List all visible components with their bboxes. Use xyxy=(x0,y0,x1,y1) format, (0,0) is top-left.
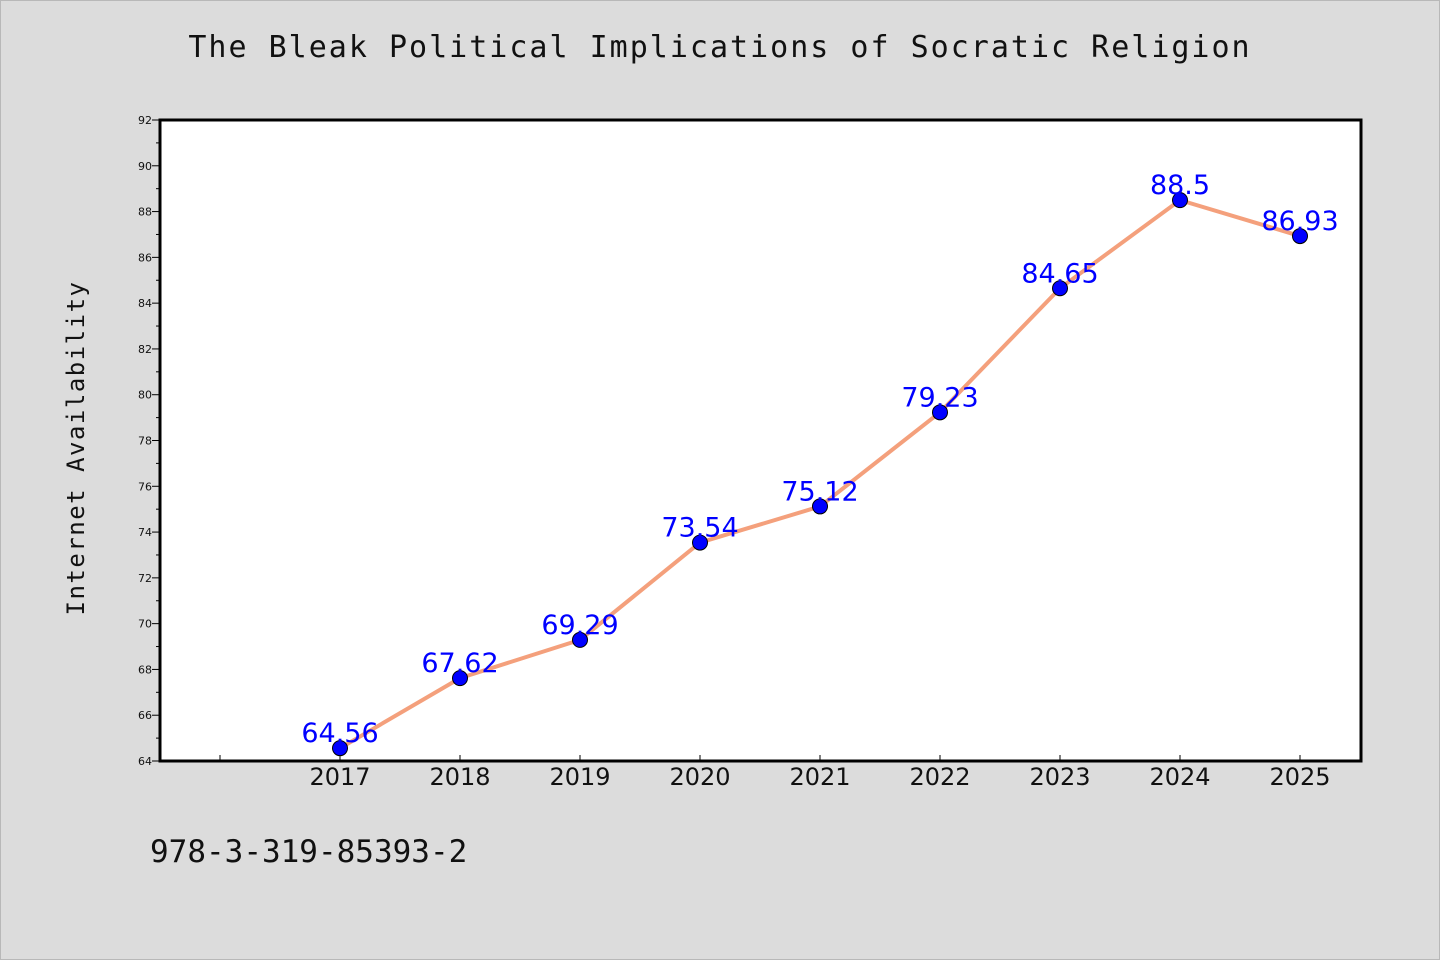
y-tick-label: 66 xyxy=(138,709,152,722)
y-tick-label: 72 xyxy=(138,572,152,585)
y-tick-label: 90 xyxy=(138,160,152,173)
data-labels-group: 64.56 67.62 69.29 73.54 75.12 79.23 84.65 88.5 8… xyxy=(301,170,1338,749)
data-point xyxy=(1172,192,1188,209)
series-group xyxy=(332,192,1308,757)
data-label: 69.29 xyxy=(541,610,618,641)
y-tick-label: 88 xyxy=(138,206,152,219)
data-label: 86.93 xyxy=(1261,206,1338,237)
x-tick-label: 2025 xyxy=(1269,763,1330,791)
data-label: 73.54 xyxy=(661,513,738,544)
data-point xyxy=(1052,280,1068,297)
y-axis: 64 66 68 70 72 74 76 78 80 82 84 86 88 90 92 xyxy=(138,114,160,768)
x-tick-label: 2024 xyxy=(1149,763,1210,791)
y-tick-label: 76 xyxy=(138,480,152,493)
data-label: 67.62 xyxy=(421,648,498,679)
x-tick-label: 2018 xyxy=(429,763,490,791)
y-tick-label: 70 xyxy=(138,618,152,631)
x-tick-label: 2021 xyxy=(789,763,850,791)
y-tick-label: 64 xyxy=(138,755,152,768)
x-tick-label: 2020 xyxy=(669,763,730,791)
data-point xyxy=(1292,228,1308,245)
data-point xyxy=(332,740,348,757)
x-tick-label: 2023 xyxy=(1029,763,1090,791)
plot-area xyxy=(158,118,1363,763)
data-label: 79.23 xyxy=(901,382,978,413)
chart-title: The Bleak Political Implications of Socr… xyxy=(188,30,1252,65)
y-tick-label: 82 xyxy=(138,343,152,356)
y-tick-label: 92 xyxy=(138,114,152,127)
y-tick-label: 84 xyxy=(138,297,152,310)
y-tick-label: 78 xyxy=(138,435,152,448)
data-point xyxy=(572,631,588,648)
data-point xyxy=(812,498,828,515)
data-label: 88.5 xyxy=(1150,170,1210,201)
x-tick-label: 2022 xyxy=(909,763,970,791)
y-tick-label: 74 xyxy=(138,526,152,539)
x-tick-label: 2017 xyxy=(309,763,370,791)
x-tick-label: 2019 xyxy=(549,763,610,791)
isbn-footnote: 978-3-319-85393-2 xyxy=(150,834,468,870)
data-point xyxy=(452,670,468,687)
y-tick-label: 80 xyxy=(138,389,152,402)
x-axis: 2017 2018 2019 2020 2021 2022 2023 2024 2025 xyxy=(219,755,1331,791)
data-point xyxy=(932,404,948,421)
data-label: 64.56 xyxy=(301,718,378,749)
y-tick-label: 86 xyxy=(138,251,152,264)
data-point xyxy=(692,534,708,551)
data-label: 84.65 xyxy=(1021,258,1098,289)
data-label: 75.12 xyxy=(781,476,858,507)
y-tick-label: 68 xyxy=(138,663,152,676)
